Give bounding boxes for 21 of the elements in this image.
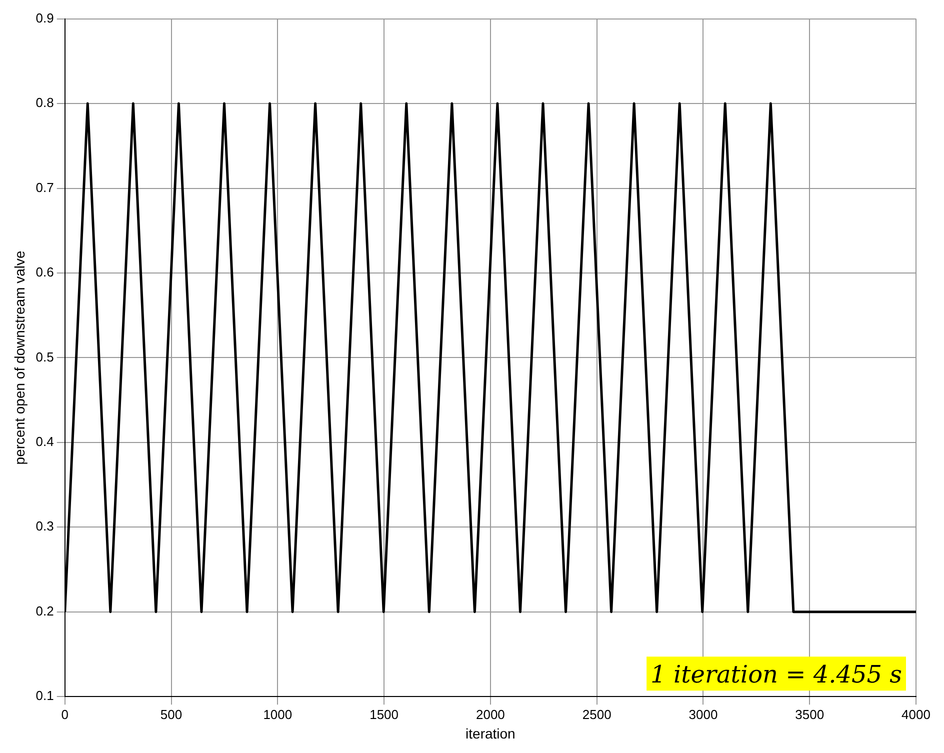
x-tick-label: 1500: [370, 706, 399, 722]
x-tick-label: 3000: [688, 706, 718, 722]
y-tick-label: 0.2: [36, 603, 54, 618]
x-axis-title: iteration: [466, 725, 516, 742]
x-tick-label: 2500: [582, 706, 612, 722]
y-tick-label: 0.8: [36, 95, 54, 110]
x-tick-label: 2000: [476, 706, 505, 722]
x-tick-label: 4000: [902, 706, 930, 722]
x-tick-label: 500: [160, 706, 182, 722]
y-tick-label: 0.4: [36, 434, 54, 450]
y-tick-label: 0.6: [36, 264, 54, 280]
y-tick-label: 0.7: [36, 180, 54, 195]
y-tick-label: 0.5: [36, 349, 54, 364]
x-tick-label: 1000: [263, 706, 292, 722]
annotation: 1 iteration = 4.455 s: [650, 660, 902, 689]
y-tick-label: 0.1: [36, 688, 54, 704]
x-tick-label: 3500: [795, 706, 824, 722]
x-tick-label: 0: [61, 706, 68, 722]
y-axis-title: percent open of downstream valve: [11, 250, 28, 465]
y-tick-label: 0.9: [36, 10, 54, 26]
y-tick-label: 0.3: [36, 518, 54, 534]
